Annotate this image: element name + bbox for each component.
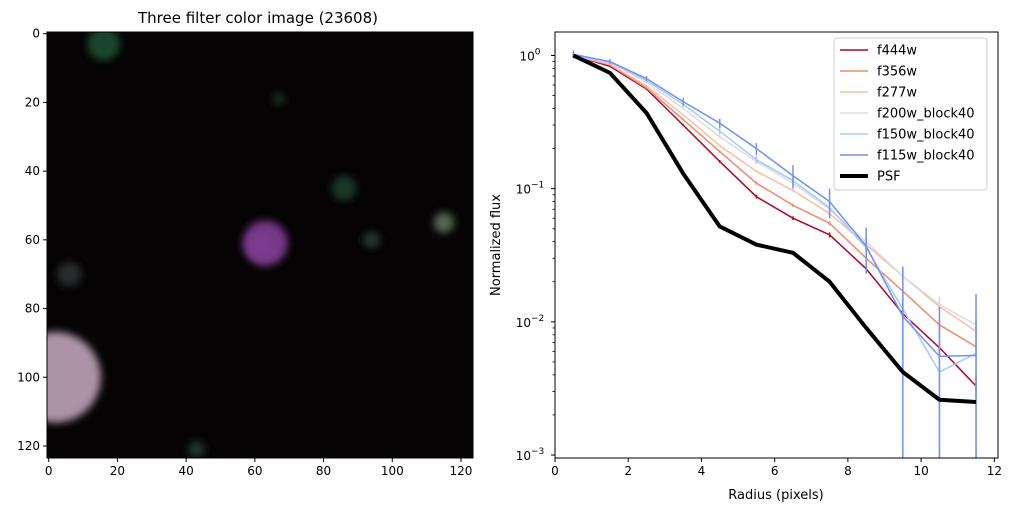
image-source [47, 331, 101, 423]
x-tick-label: 8 [844, 464, 852, 478]
legend-item: PSF [840, 170, 901, 185]
image-y-tick-label: 20 [25, 95, 40, 109]
series-PSF [572, 53, 977, 405]
image-y-tick-label: 80 [25, 302, 40, 316]
legend-item: f277w [840, 86, 917, 101]
image-source [87, 32, 121, 61]
legend-item: f200w_block40 [840, 107, 975, 122]
image-sources [47, 32, 455, 458]
legend-item: f150w_block40 [840, 128, 975, 143]
profile-y-ticks: 10−3 10−2 10−1 100 [516, 47, 555, 463]
legend-box [833, 37, 988, 191]
legend-label: PSF [877, 170, 901, 185]
image-y-tick-label: 120 [17, 439, 40, 453]
x-tick-label: 12 [987, 464, 1002, 478]
legend-item: f356w [840, 65, 917, 80]
image-y-tick-label: 100 [17, 370, 40, 384]
legend: f444w f356w f277w f200w_block40 f150w_block4… [833, 37, 988, 191]
image-x-tick-label: 60 [247, 464, 262, 478]
legend-items: f444w f356w f277w f200w_block40 f150w_block4… [840, 44, 975, 185]
series-line [573, 54, 977, 348]
image-source [272, 92, 286, 106]
series-line [573, 54, 977, 326]
image-source [188, 441, 205, 458]
image-frame [46, 31, 474, 459]
image-x-tick-label: 20 [110, 464, 125, 478]
y-tick-label: 100 [519, 47, 540, 63]
image-source [56, 261, 82, 287]
image-source [242, 220, 288, 266]
series-f115w_block40 [572, 50, 977, 458]
legend-label: f200w_block40 [877, 107, 975, 122]
image-source [331, 175, 357, 201]
y-tick-label: 10−2 [516, 314, 545, 330]
x-tick-label: 6 [771, 464, 779, 478]
profile-x-ticks: 0 2 4 6 8 10 12 [551, 458, 1002, 478]
image-y-tick-label: 60 [25, 233, 40, 247]
legend-label: f277w [877, 86, 917, 101]
image-y-ticks: 0 20 40 60 80 100 120 [17, 27, 47, 453]
legend-item: f444w [840, 44, 917, 59]
profile-panel: 0 2 4 6 8 10 12 10−3 10−2 10−1 100 Radius (pixels… [489, 31, 1002, 503]
x-axis-label: Radius (pixels) [728, 488, 823, 503]
legend-label: f444w [877, 44, 917, 59]
series-line [573, 54, 977, 373]
image-source [363, 231, 380, 249]
legend-label: f356w [877, 65, 917, 80]
x-tick-label: 0 [551, 464, 559, 478]
legend-item: f115w_block40 [840, 149, 975, 164]
image-title: Three filter color image (23608) [137, 9, 378, 27]
legend-label: f115w_block40 [877, 149, 975, 164]
x-tick-label: 10 [913, 464, 928, 478]
y-axis-label: Normalized flux [489, 194, 504, 296]
profile-lines [572, 50, 977, 458]
image-x-tick-label: 40 [178, 464, 193, 478]
image-x-ticks: 0 20 40 60 80 100 120 [45, 458, 473, 478]
image-x-tick-label: 80 [316, 464, 331, 478]
image-y-tick-label: 40 [25, 164, 40, 178]
x-tick-label: 4 [698, 464, 706, 478]
image-x-tick-label: 100 [381, 464, 404, 478]
plot-frame [554, 31, 999, 459]
image-source [433, 212, 455, 233]
legend-label: f150w_block40 [877, 128, 975, 143]
image-panel: Three filter color image (23608) 0 20 40 60… [17, 9, 474, 478]
x-tick-label: 2 [624, 464, 632, 478]
series-line [573, 53, 977, 358]
y-tick-label: 10−1 [516, 181, 545, 197]
y-tick-label: 10−3 [516, 447, 545, 463]
image-x-tick-label: 0 [45, 464, 53, 478]
image-x-tick-label: 120 [450, 464, 473, 478]
image-y-tick-label: 0 [32, 27, 40, 41]
series-line [572, 53, 977, 405]
